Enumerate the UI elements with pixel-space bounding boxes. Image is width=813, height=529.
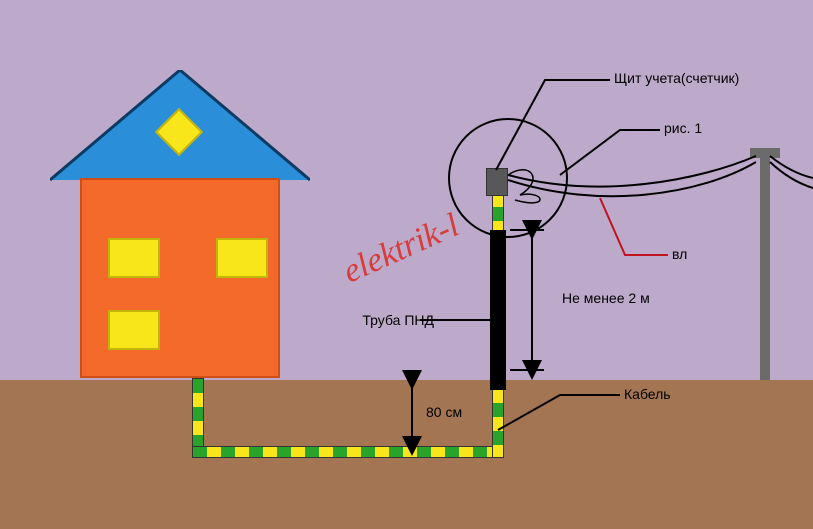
cable-horizontal-underground — [192, 446, 498, 458]
power-pole — [760, 150, 770, 380]
meter-box — [486, 168, 508, 196]
label-depth: 80 см — [426, 404, 462, 420]
power-pole-crossarm — [750, 148, 780, 158]
house-window — [216, 238, 268, 278]
house-window — [108, 310, 160, 350]
pnd-pipe — [490, 230, 506, 390]
label-vl: вл — [672, 246, 687, 262]
label-figure: рис. 1 — [664, 120, 702, 136]
label-pipe: Труба ПНД — [354, 312, 434, 328]
label-height-min: Не менее 2 м — [562, 290, 650, 306]
label-meter: Щит учета(счетчик) — [614, 70, 739, 86]
cable-vertical-house — [192, 378, 204, 452]
meter-highlight-circle — [448, 118, 568, 238]
label-cable: Кабель — [624, 386, 671, 402]
house-window — [108, 238, 160, 278]
